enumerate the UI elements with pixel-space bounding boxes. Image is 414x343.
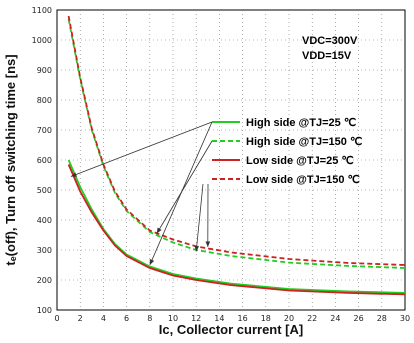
arrow-head (205, 241, 211, 247)
legend-arrow (156, 140, 213, 234)
x-tick-label: 24 (330, 314, 340, 323)
x-axis-label: Ic, Collector current [A] (159, 322, 303, 337)
y-tick-label: 200 (37, 276, 52, 285)
x-tick-label: 14 (214, 314, 224, 323)
y-tick-label: 1000 (32, 36, 52, 45)
arrow-head (70, 172, 77, 177)
x-tick-label: 22 (307, 314, 317, 323)
series-line-3 (67, 164, 406, 296)
condition-label-2: VDD=15V (302, 50, 352, 62)
conditions-box: VDC=300V VDD=15V (302, 35, 358, 62)
y-tick-label: 400 (37, 216, 52, 225)
legend-arrow (70, 121, 213, 177)
x-tick-label: 10 (168, 314, 178, 323)
legend: High side @TJ=25 ℃ High side @TJ=150 ℃ Low… (212, 117, 362, 186)
y-tick-label: 1100 (32, 6, 52, 15)
arrow-head (149, 259, 155, 265)
x-tick-label: 6 (124, 314, 129, 323)
y-tick-labels: 100 200 300 400 500 600 700 800 900 1000 1100 (32, 6, 52, 315)
y-tick-label: 300 (37, 246, 52, 255)
legend-label-3: Low side @TJ=25 ℃ (246, 155, 354, 167)
x-tick-label: 0 (54, 314, 59, 323)
arrow-head (156, 227, 162, 234)
y-tick-label: 800 (37, 96, 52, 105)
x-tick-labels: 0 2 4 6 8 10 12 14 16 18 20 22 24 26 28 30 (54, 314, 410, 323)
y-tick-label: 600 (37, 156, 52, 165)
x-tick-label: 30 (400, 314, 410, 323)
legend-arrows (70, 121, 213, 266)
series-line-1 (67, 159, 406, 294)
x-tick-label: 28 (377, 314, 387, 323)
condition-label-1: VDC=300V (302, 35, 358, 47)
x-tick-label: 2 (78, 314, 83, 323)
y-axis-label: tₑ(off), Turn off switching time [ns] (3, 54, 18, 265)
x-tick-label: 26 (354, 314, 364, 323)
legend-label-2: High side @TJ=150 ℃ (246, 136, 362, 148)
legend-arrow (195, 183, 204, 252)
x-tick-label: 8 (147, 314, 152, 323)
x-tick-label: 12 (191, 314, 201, 323)
x-tick-label: 18 (261, 314, 271, 323)
series-line-4 (67, 15, 406, 266)
y-tick-label: 500 (37, 186, 52, 195)
y-tick-label: 100 (37, 306, 52, 315)
legend-label-1: High side @TJ=25 ℃ (246, 117, 356, 129)
series-lines (67, 15, 406, 296)
y-tick-label: 900 (37, 66, 52, 75)
x-tick-label: 16 (238, 314, 248, 323)
legend-label-4: Low side @TJ=150 ℃ (246, 174, 360, 186)
arrow-head (194, 245, 200, 252)
y-tick-label: 700 (37, 126, 52, 135)
x-tick-label: 20 (284, 314, 294, 323)
x-tick-label: 4 (101, 314, 106, 323)
